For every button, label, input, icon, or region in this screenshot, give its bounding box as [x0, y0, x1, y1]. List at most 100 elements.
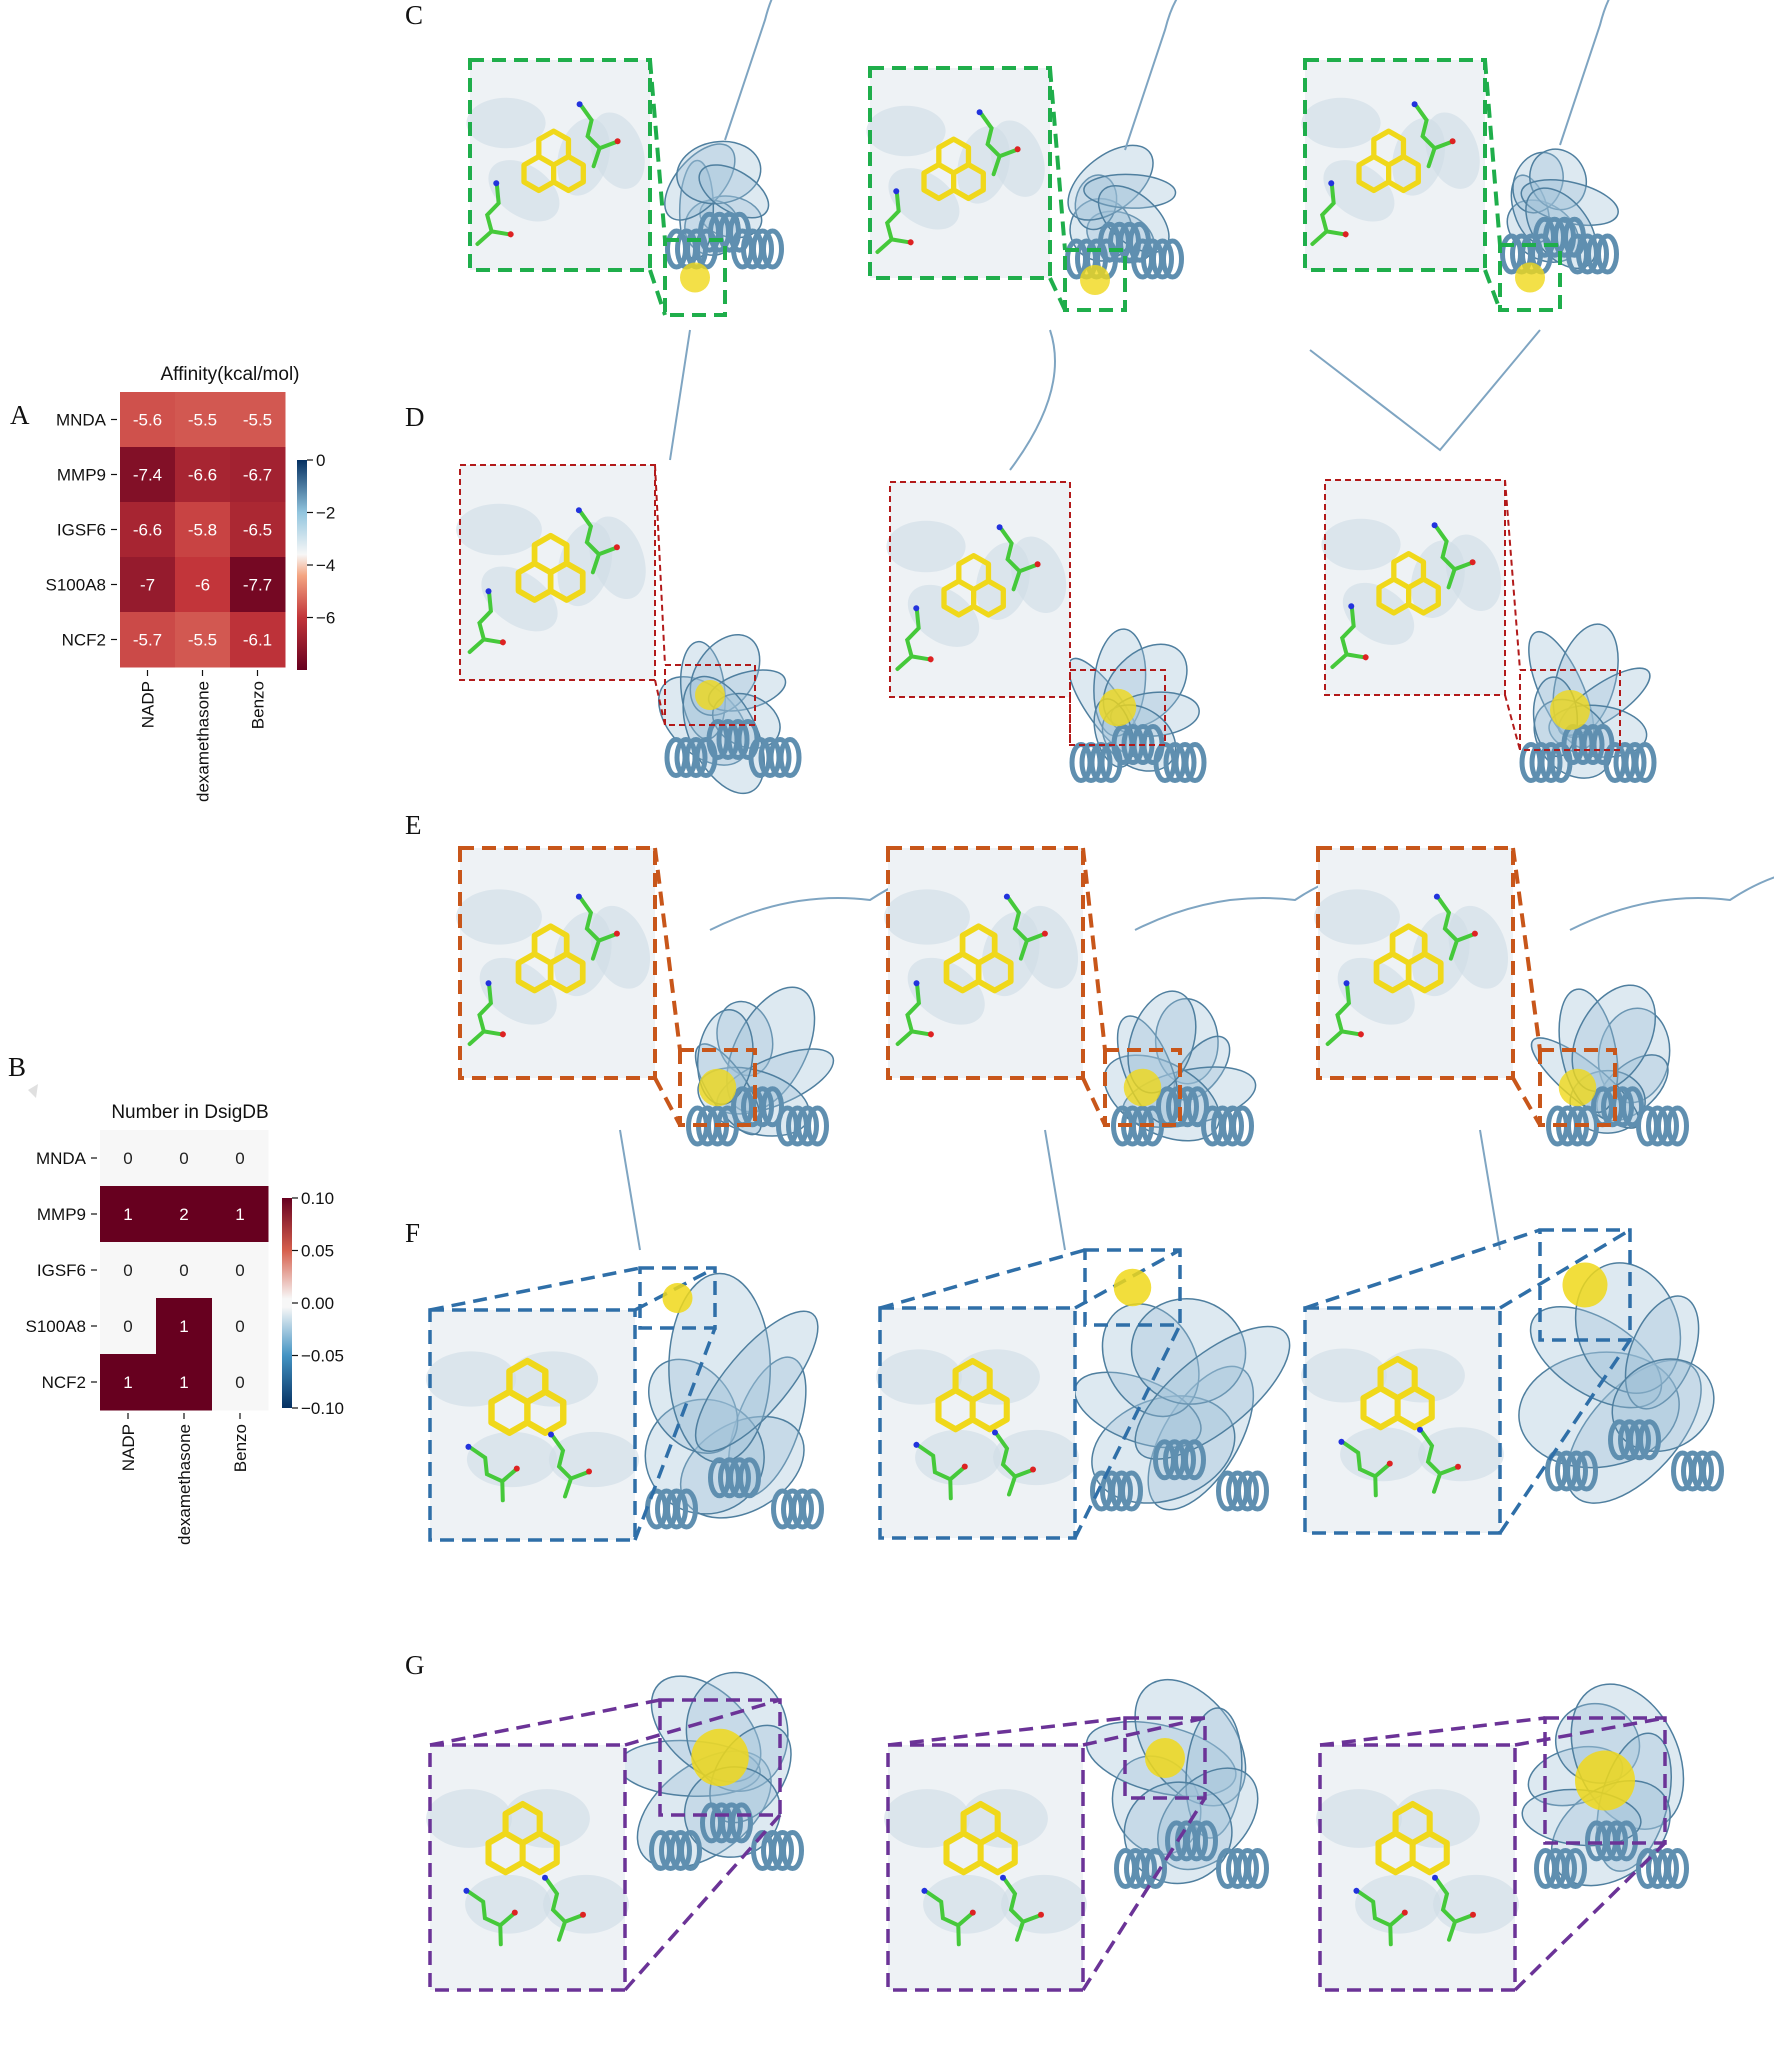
- zoom-inset: [1301, 1228, 1632, 1535]
- affinity-cell-value: -6.5: [243, 521, 272, 540]
- protein-ribbon: [1065, 144, 1184, 280]
- affinity-colorbar-tick-label: −4: [316, 556, 335, 575]
- affinity-cell-value: -7.4: [133, 466, 162, 485]
- dsigdb-row-label: MMP9: [37, 1205, 86, 1224]
- affinity-cell-value: -7: [140, 576, 155, 595]
- dsigdb-cell-value: 1: [235, 1205, 244, 1224]
- panel-label-e: E: [405, 810, 422, 840]
- zoom-inset: [1295, 58, 1562, 312]
- zoom-inset: [884, 1716, 1207, 1992]
- dsigdb-colorbar: [282, 1198, 292, 1408]
- protein-ribbon: [1085, 1678, 1269, 1889]
- affinity-colorbar: [297, 460, 307, 670]
- dsigdb-cell-value: 1: [123, 1205, 132, 1224]
- affinity-col-label: dexamethasone: [194, 681, 213, 802]
- dsigdb-cell: [156, 1242, 213, 1299]
- affinity-cell-value: -6.7: [243, 466, 272, 485]
- panel-label-a: A: [10, 400, 30, 430]
- dsigdb-col-label: dexamethasone: [175, 1424, 194, 1545]
- affinity-cell: [120, 392, 176, 448]
- dsigdb-heatmap-title: Number in DsigDB: [111, 1102, 268, 1123]
- dsigdb-cell-value: 0: [123, 1261, 132, 1280]
- dsigdb-cell-value: 0: [123, 1317, 132, 1336]
- affinity-cell: [230, 557, 286, 613]
- protein-tail: [1309, 329, 1541, 452]
- affinity-cell: [230, 502, 286, 558]
- protein-ribbon: [686, 986, 835, 1147]
- protein-ribbon: [1530, 984, 1689, 1147]
- protein-tail: [1044, 1129, 1066, 1251]
- affinity-cell: [120, 557, 176, 613]
- dsigdb-cell-value: 0: [123, 1149, 132, 1168]
- zoom-inset: [425, 1266, 717, 1542]
- dsigdb-cell-value: 0: [179, 1261, 188, 1280]
- zoom-inset: [1315, 479, 1621, 751]
- affinity-cell: [175, 612, 231, 668]
- dsigdb-cell: [212, 1186, 269, 1243]
- dsigdb-col-label: Benzo: [231, 1424, 250, 1472]
- panel-label-d: D: [405, 402, 425, 432]
- dsigdb-colorbar-tick-label: 0.10: [301, 1189, 334, 1208]
- protein-ribbon: [1518, 1262, 1724, 1504]
- affinity-colorbar-tick-label: −6: [316, 609, 335, 628]
- affinity-row-label: IGSF6: [57, 521, 106, 540]
- affinity-cell-value: -7.7: [243, 576, 272, 595]
- dsigdb-cell: [100, 1130, 157, 1187]
- dsigdb-row-label: IGSF6: [37, 1261, 86, 1280]
- dsigdb-row-label: NCF2: [42, 1373, 86, 1392]
- dsigdb-cell-value: 1: [179, 1317, 188, 1336]
- affinity-cell-value: -6.6: [188, 466, 217, 485]
- protein-tail: [1124, 0, 1178, 151]
- dsigdb-cell-value: 1: [123, 1373, 132, 1392]
- protein-tail: [1559, 0, 1610, 146]
- dsigdb-cell-value: 0: [235, 1261, 244, 1280]
- panel-label-c: C: [405, 0, 424, 30]
- affinity-cell-value: -5.7: [133, 631, 162, 650]
- zoom-inset: [880, 481, 1166, 746]
- panel-label-g: G: [405, 1650, 425, 1680]
- dsigdb-row-label: S100A8: [26, 1317, 87, 1336]
- dsigdb-cell-value: 0: [235, 1317, 244, 1336]
- affinity-cell-value: -5.5: [243, 411, 272, 430]
- affinity-cell: [230, 447, 286, 503]
- protein-tail: [1009, 329, 1056, 471]
- dsigdb-cell: [156, 1186, 213, 1243]
- affinity-row-label: MMP9: [57, 466, 106, 485]
- zoom-inset: [880, 846, 1182, 1127]
- dsigdb-colorbar-tick-label: 0.05: [301, 1242, 334, 1261]
- protein-tail: [1569, 876, 1774, 931]
- affinity-cell: [175, 392, 231, 448]
- affinity-colorbar-tick-label: 0: [316, 451, 325, 470]
- dsigdb-col-label: NADP: [119, 1424, 138, 1471]
- dsigdb-cell-value: 0: [179, 1149, 188, 1168]
- zoom-inset: [426, 1698, 782, 1992]
- protein-ribbon: [1103, 990, 1257, 1147]
- zoom-inset: [860, 66, 1127, 312]
- dsigdb-cell: [100, 1186, 157, 1243]
- affinity-cell-value: -5.8: [188, 521, 217, 540]
- dsigdb-colorbar-tick-label: 0.00: [301, 1294, 334, 1313]
- corner-glyph: [28, 1084, 38, 1098]
- zoom-inset: [876, 1248, 1182, 1540]
- affinity-heatmap: Affinity(kcal/mol) -5.6 -5.5 -5.5 -7.4 -6.6 -…: [46, 364, 336, 802]
- affinity-cell-value: -6.1: [243, 631, 272, 650]
- dsigdb-cell-value: 2: [179, 1205, 188, 1224]
- dsigdb-colorbar-tick-label: −0.10: [301, 1399, 344, 1418]
- dsigdb-cell: [156, 1354, 213, 1411]
- dsigdb-cell: [156, 1298, 213, 1355]
- protein-ribbon: [1500, 148, 1619, 275]
- dsigdb-cell: [212, 1298, 269, 1355]
- affinity-cell: [120, 612, 176, 668]
- affinity-cell: [230, 612, 286, 668]
- dsigdb-cell: [212, 1242, 269, 1299]
- protein-tail: [619, 1129, 641, 1251]
- dsigdb-cell: [212, 1130, 269, 1187]
- affinity-cell: [175, 557, 231, 613]
- dsigdb-cell: [100, 1242, 157, 1299]
- protein-ribbon: [1074, 1298, 1291, 1512]
- affinity-colorbar-tick-label: −2: [316, 504, 335, 523]
- affinity-cell: [230, 392, 286, 448]
- dsigdb-cell-value: 1: [179, 1373, 188, 1392]
- protein-ribbon: [664, 140, 784, 270]
- dsigdb-colorbar-tick-label: −0.05: [301, 1347, 344, 1366]
